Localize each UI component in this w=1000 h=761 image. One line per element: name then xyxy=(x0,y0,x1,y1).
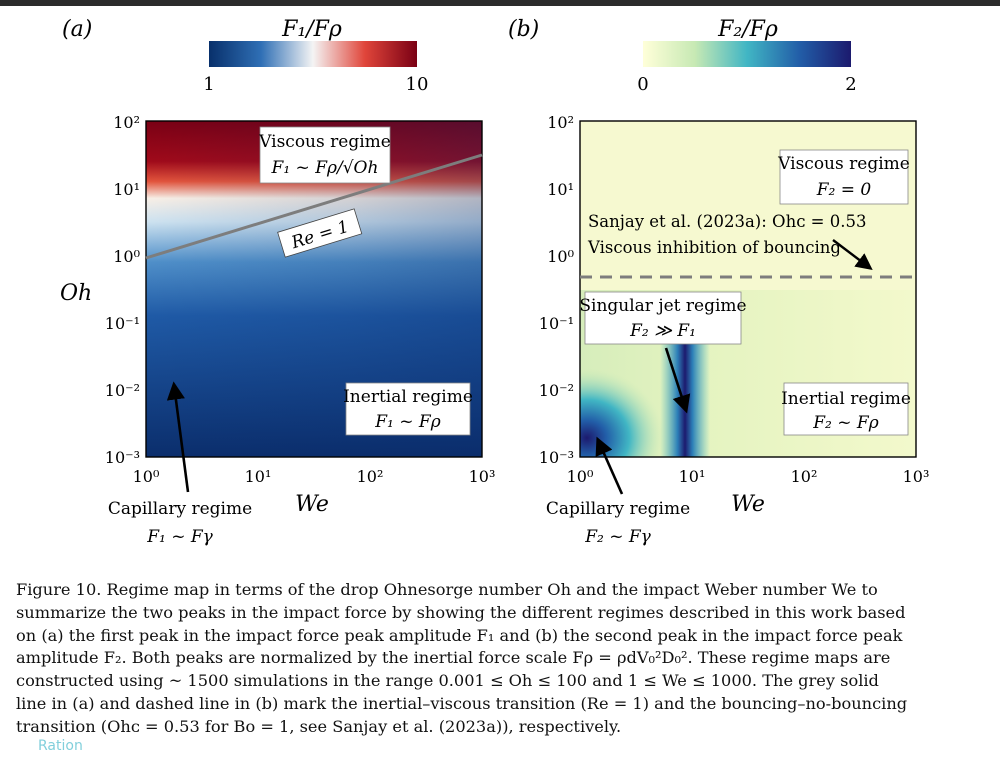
panel-b-viscous-formula: F₂ = 0 xyxy=(816,180,872,200)
panel-b-jet-formula: F₂ ≫ F₁ xyxy=(629,321,696,341)
panel-b-xlabel: We xyxy=(731,492,765,517)
panel-a-ytick-4: 10⁻² xyxy=(105,381,140,400)
panel-b-xtick-1: 10¹ xyxy=(679,467,706,486)
panel-a-tag: (a) xyxy=(62,17,92,42)
panel-a-xtick-3: 10³ xyxy=(469,467,496,486)
panel-a-x-ticks: 10⁰ 10¹ 10² 10³ xyxy=(133,467,496,486)
panel-a-viscous-title: Viscous regime xyxy=(258,132,391,152)
panel-b-tag: (b) xyxy=(508,17,539,42)
panel-b-x-ticks: 10⁰ 10¹ 10² 10³ xyxy=(567,467,930,486)
caption-line-1: Figure 10. Regime map in terms of the dr… xyxy=(16,580,878,599)
panel-a-colorbar-title: F₁/Fρ xyxy=(281,17,342,42)
panel-a: (a) F₁/Fρ 1 10 Re = 1 Viscous regime F₁ … xyxy=(60,17,495,547)
caption-line-6: line in (a) and dashed line in (b) mark … xyxy=(16,693,908,713)
panel-a-ytick-2: 10⁰ xyxy=(113,247,140,266)
panel-a-viscous-box xyxy=(259,126,391,184)
panel-a-xtick-2: 10² xyxy=(357,467,384,486)
watermark-text: Ration xyxy=(38,738,83,754)
panel-b-ytick-4: 10⁻² xyxy=(539,381,574,400)
figure-caption: Figure 10. Regime map in terms of the dr… xyxy=(16,579,986,739)
top-bar xyxy=(0,0,1000,6)
panel-a-colorbar-max: 10 xyxy=(406,74,429,95)
panel-b-xtick-0: 10⁰ xyxy=(567,467,594,486)
panel-b-jet-title: Singular jet regime xyxy=(579,296,746,316)
panel-a-capillary-formula: F₁ ~ Fγ xyxy=(146,527,213,547)
panel-b-sanjay-line1: Sanjay et al. (2023a): Ohᴄ = 0.53 xyxy=(588,212,867,231)
panel-b-y-ticks: 10² 10¹ 10⁰ 10⁻¹ 10⁻² 10⁻³ xyxy=(539,113,574,467)
panel-a-re-line xyxy=(145,153,483,260)
panel-b: (b) F₂/Fρ 0 2 Viscous regime F₂ = 0 Sanj… xyxy=(508,17,929,547)
panel-a-xtick-1: 10¹ xyxy=(245,467,272,486)
panel-a-inertial-formula: F₁ ~ Fρ xyxy=(374,412,440,432)
panel-a-ytick-1: 10¹ xyxy=(113,180,140,199)
panel-b-viscous-title: Viscous regime xyxy=(777,154,910,174)
panel-b-ytick-1: 10¹ xyxy=(547,180,574,199)
panel-b-xtick-3: 10³ xyxy=(903,467,930,486)
panel-a-colorbar-min: 1 xyxy=(203,74,214,95)
panel-a-ytick-0: 10² xyxy=(113,113,140,132)
panel-b-jet-box xyxy=(584,291,742,345)
panel-b-sanjay-line2: Viscous inhibition of bouncing xyxy=(587,238,841,257)
panel-b-ytick-3: 10⁻¹ xyxy=(539,314,574,333)
panel-b-inertial-title: Inertial regime xyxy=(781,389,911,409)
panel-b-colorbar-title: F₂/Fρ xyxy=(717,17,778,42)
panel-a-capillary-title: Capillary regime xyxy=(108,499,252,519)
caption-line-5: constructed using ~ 1500 simulations in … xyxy=(16,671,879,691)
panel-b-ytick-0: 10² xyxy=(547,113,574,132)
panel-b-colorbar-max: 2 xyxy=(845,74,856,95)
panel-a-viscous-formula: F₁ ~ Fρ/√Oh xyxy=(271,158,379,178)
panel-a-ylabel: Oh xyxy=(60,281,92,306)
panel-b-ytick-2: 10⁰ xyxy=(547,247,574,266)
caption-line-3: on (a) the first peak in the impact forc… xyxy=(16,625,903,645)
panel-b-frame xyxy=(579,120,917,458)
figure-10: (a) F₁/Fρ 1 10 Re = 1 Viscous regime F₁ … xyxy=(60,17,929,547)
panel-b-sanjay-arrow xyxy=(832,239,873,271)
panel-a-capillary-arrow xyxy=(166,381,190,493)
caption-line-7: transition (Ohᴄ = 0.53 for Bo = 1, see S… xyxy=(16,716,622,736)
panel-a-xtick-0: 10⁰ xyxy=(133,467,160,486)
panel-b-colorbar-min: 0 xyxy=(637,74,648,95)
panel-a-inertial-box xyxy=(345,382,471,436)
panel-b-ytick-5: 10⁻³ xyxy=(539,448,574,467)
panel-a-y-ticks: 10² 10¹ 10⁰ 10⁻¹ 10⁻² 10⁻³ xyxy=(105,113,140,467)
panel-b-viscous-box xyxy=(779,149,909,205)
panel-b-inertial-box xyxy=(783,382,909,436)
panel-a-colorbar xyxy=(209,41,417,67)
panel-a-xlabel: We xyxy=(295,492,329,517)
panel-a-ytick-5: 10⁻³ xyxy=(105,448,140,467)
panel-b-xtick-2: 10² xyxy=(791,467,818,486)
caption-line-4: amplitude F₂. Both peaks are normalized … xyxy=(16,648,891,668)
panel-a-frame xyxy=(145,120,483,458)
panel-b-capillary-title: Capillary regime xyxy=(546,499,690,519)
panel-a-ytick-3: 10⁻¹ xyxy=(105,314,140,333)
panel-b-capillary-arrow xyxy=(595,436,624,495)
caption-line-2: summarize the two peaks in the impact fo… xyxy=(16,602,906,622)
panel-b-inertial-formula: F₂ ~ Fρ xyxy=(812,413,878,433)
panel-b-colorbar xyxy=(643,41,851,67)
panel-b-capillary-formula: F₂ ~ Fγ xyxy=(584,527,651,547)
panel-b-jet-arrow xyxy=(664,347,691,414)
panel-a-inertial-title: Inertial regime xyxy=(343,387,473,407)
